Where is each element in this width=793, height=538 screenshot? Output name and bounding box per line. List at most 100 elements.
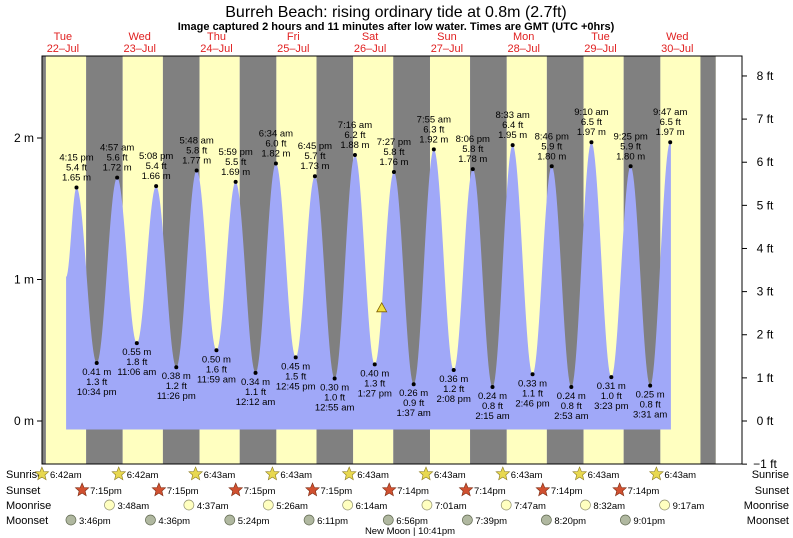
high-tide-dot bbox=[470, 167, 475, 172]
low-tide-time: 3:23 pm bbox=[594, 401, 628, 412]
high-tide-feet: 5.4 ft bbox=[146, 161, 167, 172]
sunrise-time: 6:42am bbox=[127, 470, 159, 481]
moonrise-icon bbox=[659, 499, 670, 511]
low-tide-feet: 0.8 ft bbox=[561, 401, 582, 412]
low-tide-dot bbox=[451, 368, 456, 373]
high-tide-feet: 5.7 ft bbox=[304, 151, 325, 162]
high-tide-time: 6:34 am bbox=[259, 128, 293, 139]
low-tide-dot bbox=[648, 383, 653, 388]
day-name: Sat bbox=[362, 31, 379, 43]
night-band bbox=[42, 56, 46, 464]
high-tide-metres: 1.88 m bbox=[340, 140, 369, 151]
moonrise-icon bbox=[104, 499, 115, 511]
high-tide-time: 5:48 am bbox=[179, 136, 213, 147]
left-tick-label: 2 m bbox=[14, 131, 34, 145]
low-tide-dot bbox=[253, 370, 258, 375]
moonset-time: 4:36pm bbox=[158, 516, 190, 527]
moonrise-icon bbox=[342, 499, 353, 511]
moonset-time: 8:20pm bbox=[554, 516, 586, 527]
right-tick-label: 8 ft bbox=[757, 69, 774, 83]
sunrise-star-icon bbox=[188, 466, 204, 481]
high-tide-dot bbox=[391, 169, 396, 174]
day-name: Tue bbox=[591, 31, 610, 43]
high-tide-dot bbox=[549, 164, 554, 169]
moonrise-icon bbox=[262, 499, 274, 511]
day-date: 30–Jul bbox=[661, 43, 693, 55]
low-tide-time: 11:26 pm bbox=[157, 391, 196, 402]
moonset-icon bbox=[303, 514, 315, 526]
low-tide-metres: 0.55 m bbox=[122, 347, 151, 358]
low-tide-time: 12:55 am bbox=[315, 403, 355, 414]
left-tick-label: 0 m bbox=[14, 414, 34, 428]
tide-area bbox=[66, 142, 671, 430]
high-tide-metres: 1.76 m bbox=[379, 157, 408, 168]
high-tide-feet: 5.6 ft bbox=[107, 153, 128, 164]
low-tide-feet: 0.8 ft bbox=[482, 401, 503, 412]
moonrise-label-left: Moonrise bbox=[6, 500, 51, 512]
low-tide-metres: 0.26 m bbox=[399, 388, 428, 399]
sunset-time: 7:14pm bbox=[474, 486, 506, 497]
moonset-icon bbox=[224, 514, 236, 526]
high-tide-time: 8:46 pm bbox=[535, 131, 569, 142]
moonrise-time: 7:01am bbox=[435, 501, 467, 512]
night-band bbox=[700, 56, 716, 464]
sunrise-label-right: Sunrise bbox=[752, 469, 789, 481]
high-tide-dot bbox=[352, 152, 357, 157]
moonset-time: 6:11pm bbox=[317, 516, 348, 527]
low-tide-metres: 0.40 m bbox=[360, 368, 389, 379]
high-tide-time: 5:08 pm bbox=[139, 151, 173, 162]
high-tide-dot bbox=[194, 168, 199, 173]
high-tide-dot bbox=[154, 184, 159, 189]
sunrise-star-icon bbox=[111, 466, 127, 481]
sunset-time: 7:15pm bbox=[90, 486, 122, 497]
low-tide-feet: 1.5 ft bbox=[285, 371, 306, 382]
sunset-star-icon bbox=[151, 482, 167, 497]
high-tide-feet: 5.8 ft bbox=[383, 147, 404, 158]
high-tide-feet: 6.3 ft bbox=[423, 124, 444, 135]
high-tide-time: 9:25 pm bbox=[613, 131, 647, 142]
high-tide-metres: 1.97 m bbox=[577, 127, 606, 138]
low-tide-feet: 1.1 ft bbox=[522, 388, 543, 399]
low-tide-feet: 1.3 ft bbox=[364, 378, 385, 389]
sunset-time: 7:15pm bbox=[321, 486, 353, 497]
high-tide-time: 4:15 pm bbox=[59, 153, 93, 164]
low-tide-dot bbox=[174, 365, 179, 370]
chart-subtitle: Image captured 2 hours and 11 minutes af… bbox=[178, 21, 615, 33]
sunset-star-icon bbox=[535, 482, 551, 497]
low-tide-time: 2:08 pm bbox=[437, 394, 471, 405]
low-tide-metres: 0.24 m bbox=[478, 391, 507, 402]
sunset-star-icon bbox=[228, 482, 244, 497]
high-tide-time: 4:57 am bbox=[100, 143, 134, 154]
high-tide-metres: 1.72 m bbox=[103, 163, 132, 174]
plot-frame bbox=[41, 55, 743, 465]
moonrise-label-right: Moonrise bbox=[744, 500, 789, 512]
day-date: 25–Jul bbox=[277, 43, 309, 55]
low-tide-dot bbox=[293, 355, 298, 360]
sunrise-star-icon bbox=[264, 466, 280, 481]
low-tide-feet: 1.1 ft bbox=[245, 387, 266, 398]
low-tide-metres: 0.50 m bbox=[202, 354, 231, 365]
day-name: Tue bbox=[54, 31, 73, 43]
low-tide-metres: 0.45 m bbox=[281, 361, 310, 372]
low-tide-metres: 0.24 m bbox=[557, 391, 586, 402]
sunrise-time: 6:43am bbox=[357, 470, 389, 481]
low-tide-feet: 1.2 ft bbox=[443, 384, 464, 395]
sunset-star-icon bbox=[305, 482, 320, 497]
chart-title: Burreh Beach: rising ordinary tide at 0.… bbox=[225, 4, 567, 21]
moonrise-time: 8:32am bbox=[593, 501, 625, 512]
high-tide-feet: 5.8 ft bbox=[186, 146, 207, 157]
moonset-time: 6:56pm bbox=[396, 516, 428, 527]
high-tide-feet: 6.5 ft bbox=[660, 117, 681, 128]
high-tide-feet: 5.9 ft bbox=[620, 141, 641, 152]
high-tide-dot bbox=[589, 140, 594, 145]
low-tide-metres: 0.36 m bbox=[439, 374, 468, 385]
moonrise-time: 3:48am bbox=[117, 501, 149, 512]
moonset-label-right: Moonset bbox=[747, 515, 789, 527]
high-tide-dot bbox=[628, 164, 633, 169]
moonrise-time: 4:37am bbox=[197, 501, 229, 512]
moonset-icon bbox=[382, 514, 394, 526]
high-tide-dot bbox=[115, 175, 120, 180]
low-tide-time: 2:46 pm bbox=[515, 398, 549, 409]
high-tide-time: 7:55 am bbox=[417, 114, 451, 125]
